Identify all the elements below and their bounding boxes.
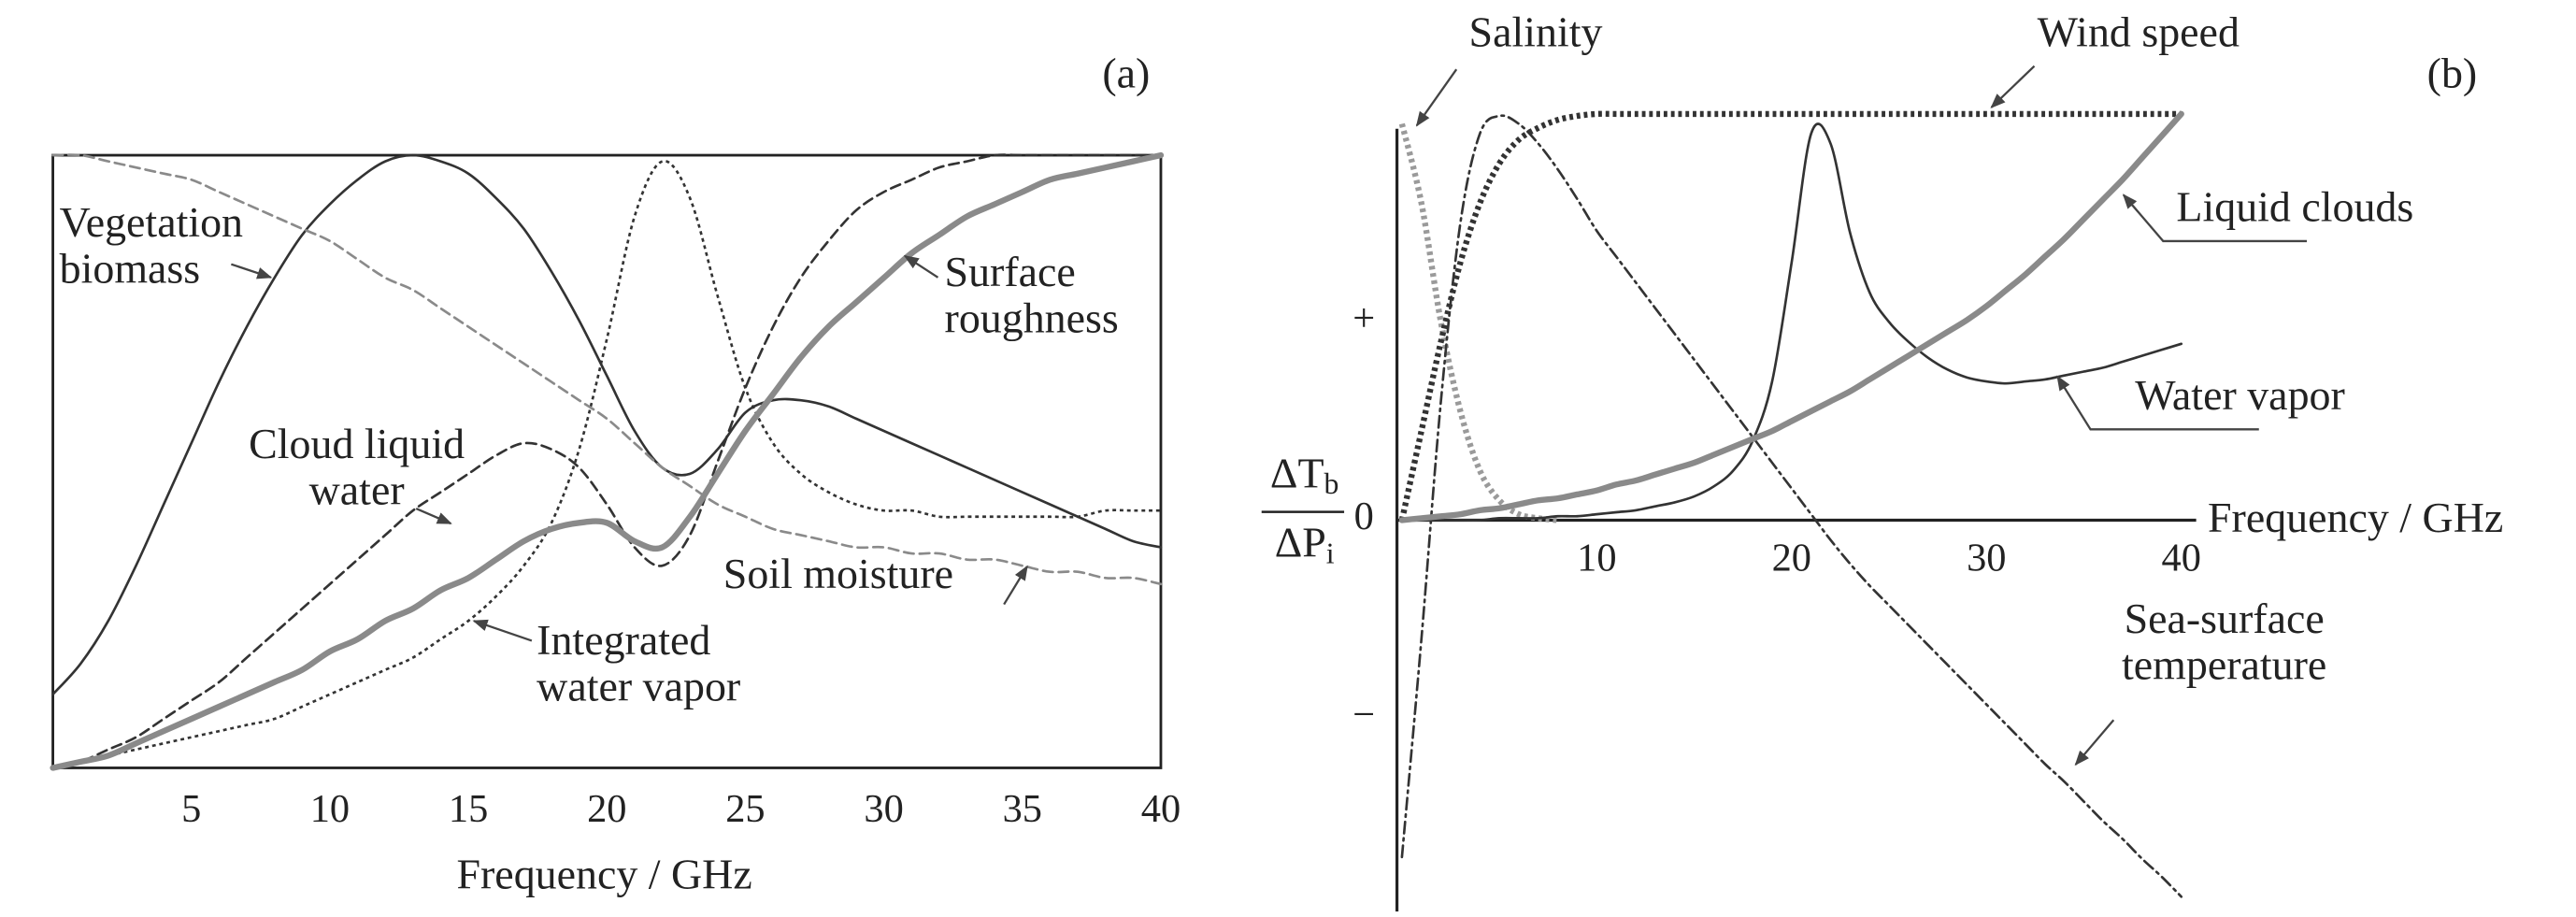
- panel-label: (b): [2427, 50, 2478, 97]
- panel: 10 20 30 40 +0 − Frequency / GHz (b) ΔTb ΔPi Salin…: [1261, 7, 2503, 912]
- text-line: Cloud liquid: [249, 419, 465, 466]
- x-tick-label: 15: [449, 787, 488, 831]
- y-tick-label: 0: [1354, 494, 1374, 538]
- leader-line: [231, 263, 273, 279]
- plot-frame: [51, 153, 1163, 769]
- x-tick-label: 35: [1003, 787, 1042, 831]
- leader-line: [1990, 64, 2036, 108]
- text-line: water vapor: [537, 662, 740, 709]
- y-tick-label: −: [1352, 693, 1375, 737]
- series-label: Vegetation biomass: [60, 198, 243, 293]
- series-label: Liquid clouds: [2176, 183, 2413, 231]
- x-tick-label: 5: [181, 787, 201, 831]
- series-line: [50, 151, 1165, 771]
- text-line: Vegetation: [60, 198, 243, 246]
- panel: 5 10 15 20 25 30 35 40 Frequency / GHz (a) Vegetat…: [50, 50, 1181, 897]
- series-line: [51, 153, 1163, 696]
- series-line: [1400, 114, 2183, 898]
- y-axis-label-denominator: ΔPi: [1275, 518, 1335, 569]
- text-line: roughness: [945, 294, 1119, 341]
- x-tick-label: 40: [1141, 787, 1181, 831]
- y-label-subscript: b: [1324, 467, 1339, 500]
- series-line: [51, 153, 1163, 586]
- x-tick-label: 30: [864, 787, 903, 831]
- series-line: [1398, 122, 1558, 523]
- leader-line: [903, 254, 939, 279]
- text-line: Surface: [945, 248, 1076, 295]
- x-tick-label: 10: [310, 787, 350, 831]
- y-label-symbol: ΔP: [1275, 518, 1326, 566]
- y-label-symbol: ΔT: [1270, 449, 1324, 496]
- y-axis-label-numerator: ΔTb: [1270, 449, 1338, 500]
- x-tick-label: 20: [587, 787, 626, 831]
- leader-line: [1003, 565, 1028, 606]
- text-line: Integrated: [537, 616, 710, 664]
- y-tick-label: +: [1352, 296, 1375, 340]
- series-label: Water vapor: [2135, 371, 2345, 419]
- leader-line: [472, 619, 533, 642]
- series-line: [52, 160, 1161, 769]
- y-label-subscript: i: [1326, 537, 1335, 570]
- x-tick-label: 40: [2162, 536, 2201, 580]
- series-label: Wind speed: [2038, 7, 2240, 55]
- series-line: [1398, 110, 2184, 523]
- series-label: Sea-surface temperature: [2122, 595, 2326, 689]
- series-label: Soil moisture: [723, 550, 953, 597]
- series-label: Cloud liquid water: [249, 419, 465, 513]
- x-axis-label: Frequency / GHz: [456, 850, 751, 897]
- series-label: Integrated water vapor: [537, 616, 740, 710]
- x-tick-label: 10: [1577, 536, 1616, 580]
- text-line: biomass: [60, 244, 201, 292]
- text-line: temperature: [2122, 640, 2326, 688]
- text-line: Sea-surface: [2125, 595, 2325, 642]
- panel-label: (a): [1102, 50, 1150, 97]
- series-line: [51, 153, 1163, 769]
- x-tick-label: 30: [1967, 536, 2006, 580]
- leader-line: [2122, 193, 2308, 243]
- series-label: Surface roughness: [945, 248, 1119, 342]
- series-line: [1398, 110, 2182, 522]
- leader-line: [2056, 375, 2259, 431]
- text-line: water: [309, 466, 405, 513]
- leader-line: [2074, 719, 2115, 767]
- leader-line: [1415, 68, 1458, 127]
- x-tick-label: 20: [1772, 536, 1811, 580]
- x-axis-label: Frequency / GHz: [2208, 494, 2503, 541]
- leader-line: [415, 508, 452, 525]
- series-line: [1400, 122, 2183, 522]
- series-label: Salinity: [1469, 7, 1603, 55]
- x-tick-label: 25: [725, 787, 765, 831]
